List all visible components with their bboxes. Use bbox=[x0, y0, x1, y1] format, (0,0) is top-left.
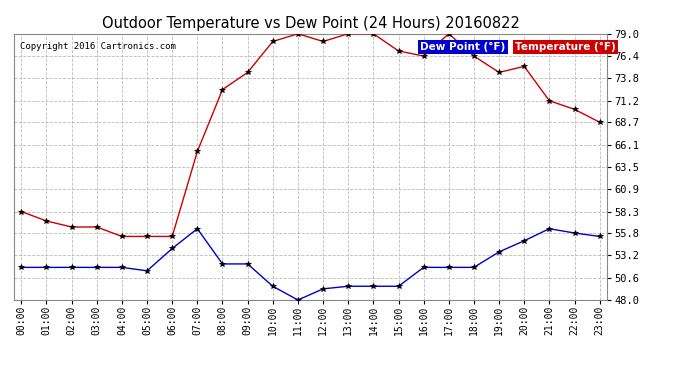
Title: Outdoor Temperature vs Dew Point (24 Hours) 20160822: Outdoor Temperature vs Dew Point (24 Hou… bbox=[101, 16, 520, 31]
Text: Dew Point (°F): Dew Point (°F) bbox=[420, 42, 506, 52]
Text: Copyright 2016 Cartronics.com: Copyright 2016 Cartronics.com bbox=[20, 42, 176, 51]
Text: Temperature (°F): Temperature (°F) bbox=[515, 42, 616, 52]
